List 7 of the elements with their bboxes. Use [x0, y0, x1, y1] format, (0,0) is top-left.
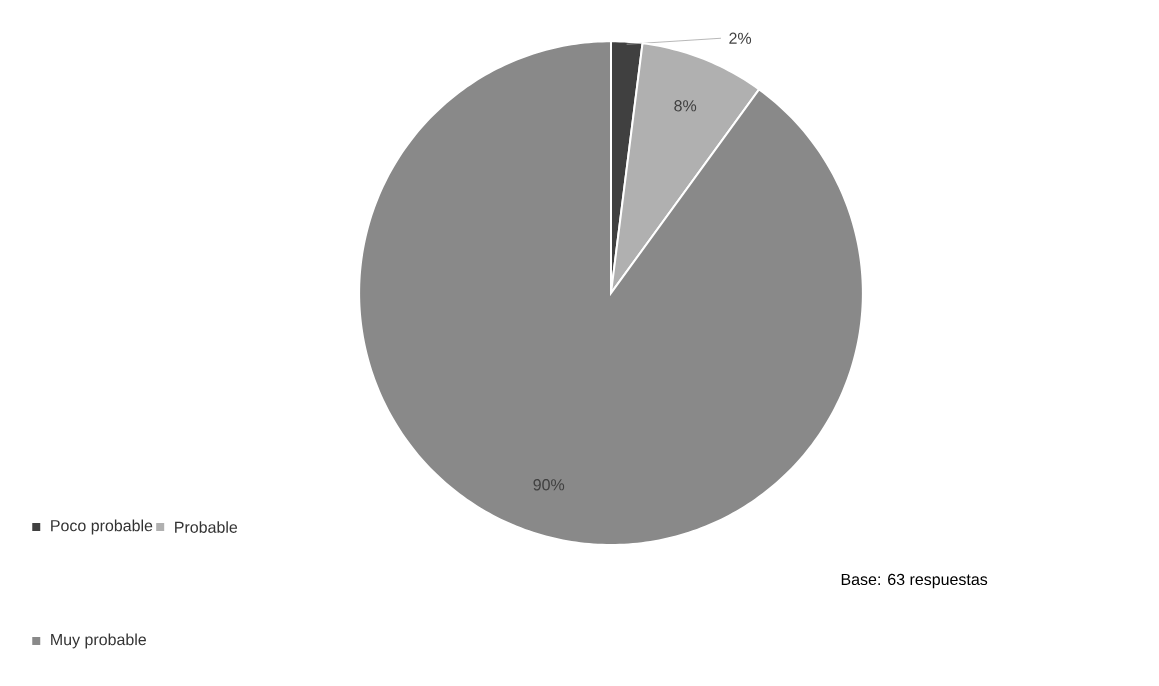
legend-label: Poco probable: [51, 519, 153, 535]
data-label: 2%: [729, 32, 752, 44]
text: Base: 63 respuestas: [841, 573, 988, 589]
data-label: 8%: [674, 100, 697, 112]
legend-label: Muy probable: [51, 633, 146, 649]
legend-label: Probable: [175, 521, 238, 533]
data-label: 90%: [533, 479, 565, 491]
